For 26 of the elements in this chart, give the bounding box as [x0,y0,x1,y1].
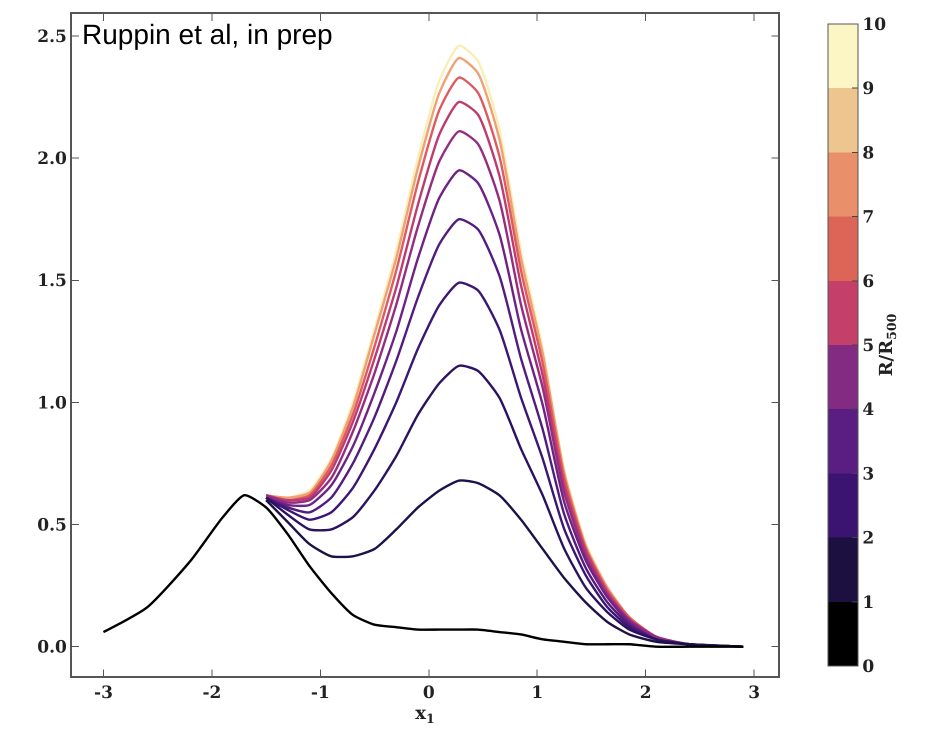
color-bar-label: 10 [862,14,886,35]
x-axis-title: x$_{1}$ [415,703,435,726]
x-tick-label: -1 [310,683,330,704]
y-tick-label: 2.5 [37,26,67,47]
y-tick-label: 1.0 [37,393,68,414]
y-tick-label: 1.5 [37,271,67,292]
y-tick-label: 0.0 [37,638,68,658]
color-bar-label: 5 [862,336,874,356]
x-tick-label: 1 [531,683,544,704]
color-bar-label: 8 [862,143,874,164]
color-bar-label: 9 [862,79,874,100]
x-tick-label: -2 [202,683,222,704]
y-tick-label: 0.5 [37,516,67,536]
color-bar-label: 2 [862,528,874,549]
color-bar-label: 4 [862,400,874,420]
color-bar-label: 6 [862,272,874,292]
x-tick-label: 3 [748,683,760,704]
color-bar-label: 7 [862,208,874,228]
color-bar-label: 3 [862,464,874,484]
x-tick-label: 0 [422,683,435,704]
y-tick-label: 2.0 [37,149,68,170]
annotation: Ruppin et al, in prep [82,19,333,50]
color-bar-label: 1 [862,592,874,613]
x-tick-label: -3 [94,683,113,704]
x-tick-label: 2 [640,683,652,704]
color-bar-label: 0 [862,656,874,677]
